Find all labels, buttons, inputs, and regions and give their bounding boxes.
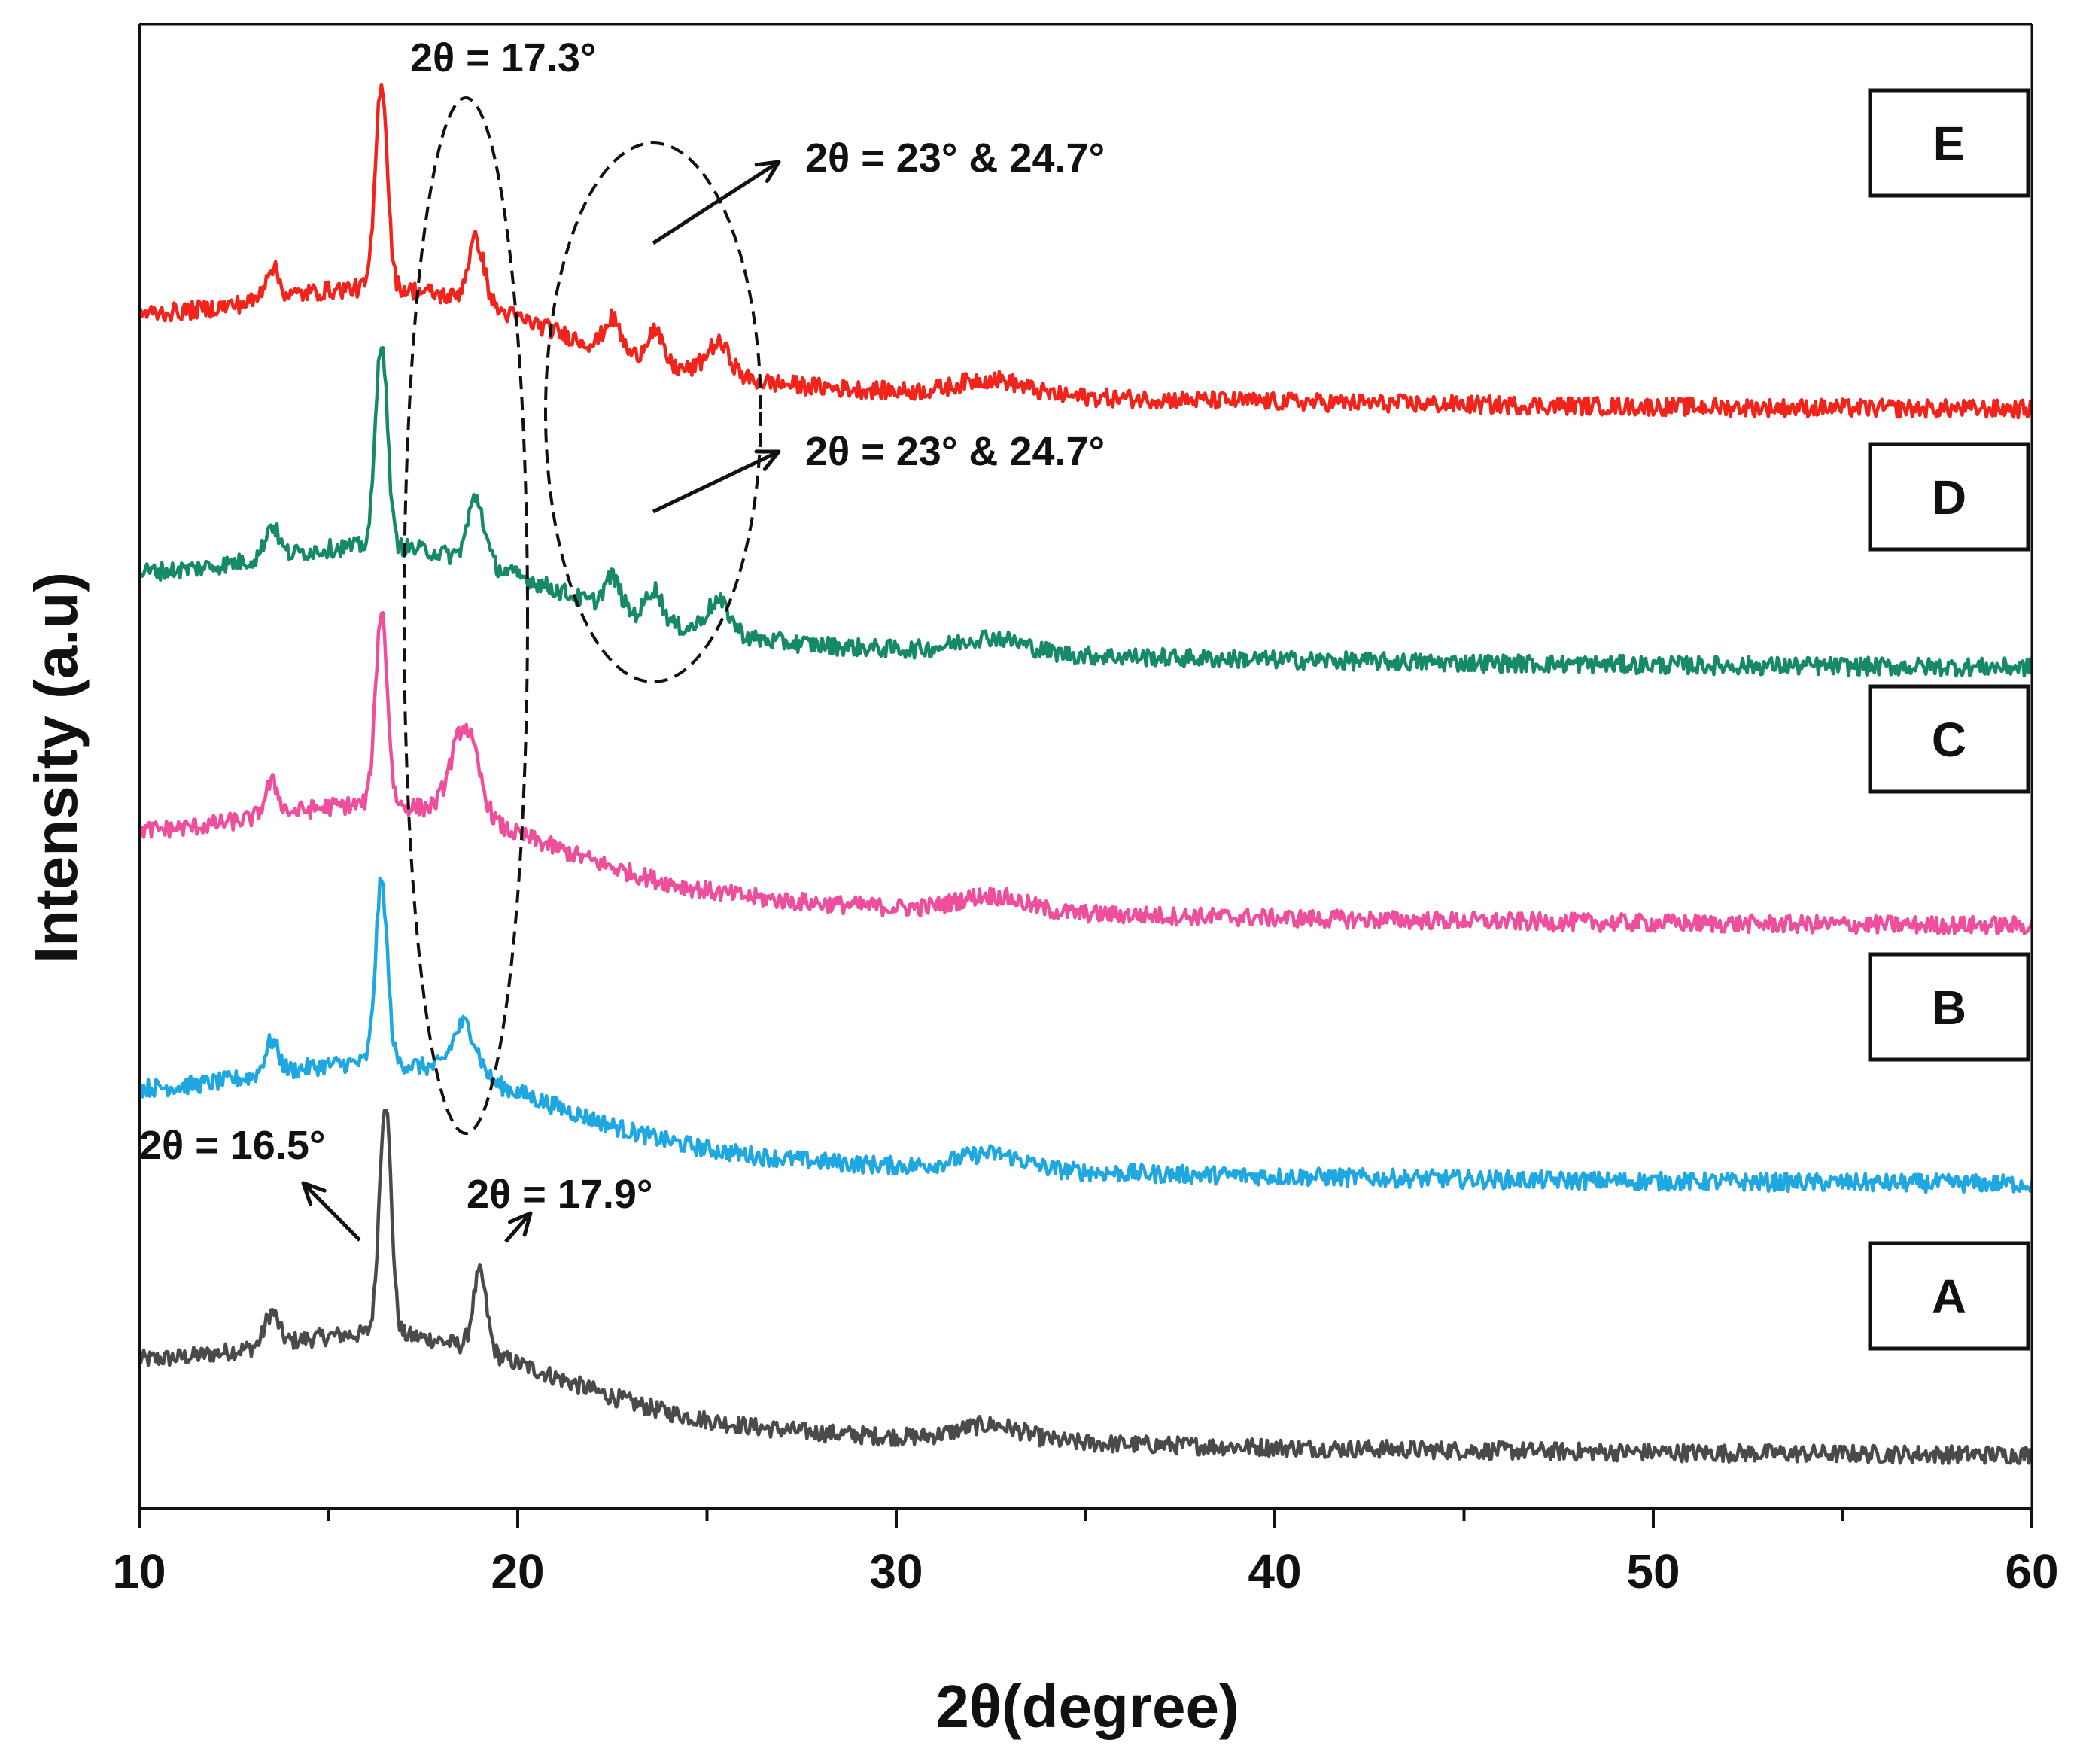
x-axis-title: 2θ(degree) [935,1673,1239,1740]
label-box-text-d: D [1932,470,1966,525]
series-label-box-c: C [1868,684,2030,794]
arrow-e-head [754,160,781,184]
label-box-frame-a [1868,1241,2030,1351]
label-box-text-e: E [1933,117,1966,171]
annotation-layer: E D C B A [301,88,2030,1351]
series-line-d [138,345,2034,678]
series-line-a [137,1109,2034,1465]
series-label-box-e: E [1868,88,2030,198]
label-box-frame-e [1868,88,2030,198]
series-line-e [137,82,2034,420]
x-tick-label-10: 10 [112,1544,166,1598]
series-line-b [137,877,2034,1194]
arrow-17-9-head [507,1211,533,1237]
annotation-peaks-23-24-7-d: 2θ = 23° & 24.7° [805,429,1105,474]
annotation-peak-16-5: 2θ = 16.5° [139,1123,325,1168]
x-tick-label-20: 20 [491,1544,544,1598]
annotation-peak-17-3: 2θ = 17.3° [410,35,596,81]
arrow-17-9-shaft [504,1212,532,1243]
x-tick-label-60: 60 [2005,1544,2058,1598]
arrow-16-5-shaft [302,1182,361,1242]
annotation-peak-17-9: 2θ = 17.9° [467,1172,652,1217]
series-label-box-b: B [1868,952,2030,1062]
annotation-peaks-23-24-7-e: 2θ = 23° & 24.7° [805,135,1105,181]
series-line-c [137,610,2034,936]
arrow-d-head [754,449,781,471]
series-layer [137,82,2034,1465]
x-tick-label-30: 30 [869,1544,923,1598]
axes-layer: 10 20 30 40 50 60 [112,23,2059,1598]
arrow-e [652,160,781,245]
arrow-16-5 [301,1181,361,1242]
arrow-d [652,449,781,514]
dashed-ellipse-23-24-7 [544,141,762,683]
label-box-text-c: C [1932,713,1966,767]
label-box-frame-b [1868,952,2030,1062]
arrow-17-9 [504,1211,533,1243]
x-tick-label-50: 50 [1626,1544,1680,1598]
arrow-d-shaft [652,449,780,514]
series-label-box-d: D [1868,442,2030,552]
label-box-text-a: A [1932,1270,1966,1324]
arrow-16-5-head [301,1181,327,1206]
y-axis-title: Intensity (a.u) [23,572,90,963]
label-box-text-b: B [1932,981,1966,1035]
series-label-box-a: A [1868,1241,2030,1351]
label-box-frame-c [1868,684,2030,794]
dashed-ellipse-17-9 [403,96,529,1135]
label-box-frame-d [1868,442,2030,552]
x-tick-label-40: 40 [1248,1544,1301,1598]
arrow-e-shaft [652,160,780,245]
